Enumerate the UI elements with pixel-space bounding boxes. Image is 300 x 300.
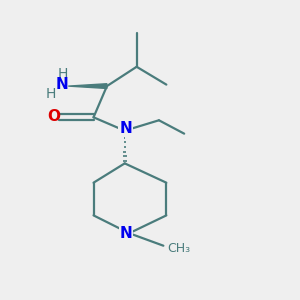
Text: H: H: [57, 67, 68, 81]
Text: O: O: [47, 109, 60, 124]
Text: N: N: [120, 226, 133, 241]
Polygon shape: [68, 84, 107, 88]
Text: N: N: [119, 121, 132, 136]
Text: H: H: [46, 86, 56, 100]
Text: N: N: [56, 77, 69, 92]
Text: CH₃: CH₃: [167, 242, 190, 255]
